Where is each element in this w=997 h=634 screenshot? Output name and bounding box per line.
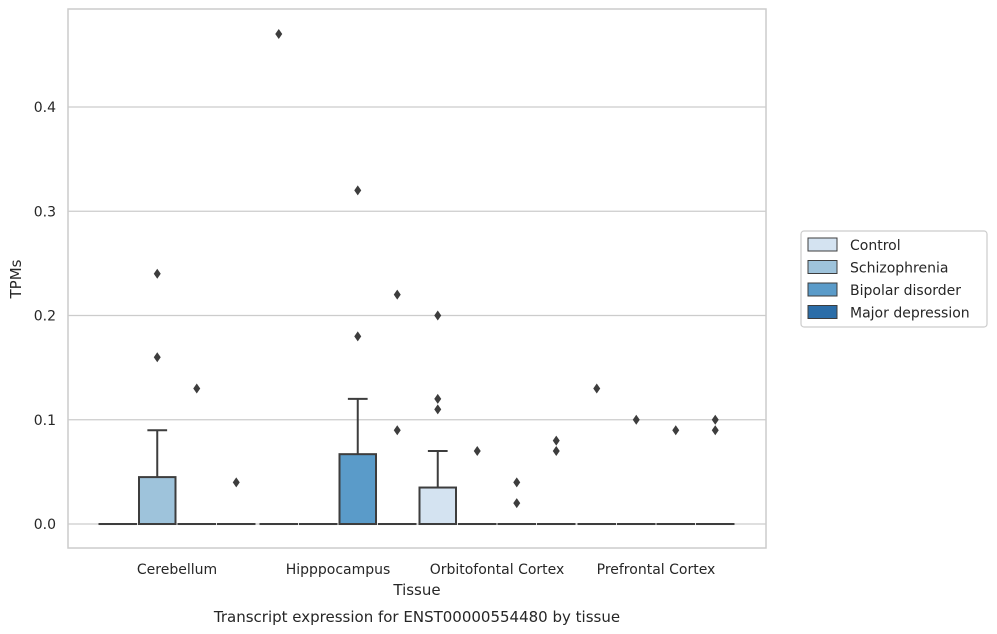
plot-border — [67, 8, 767, 549]
box-body — [418, 486, 457, 526]
y-axis-label: TPMs — [7, 259, 25, 299]
outlier-marker — [711, 414, 719, 425]
chart-title: Transcript expression for ENST0000055448… — [213, 608, 620, 626]
x-axis-ticks: Cerebellum Hipppocampus Orbitofontal Corte… — [137, 562, 715, 578]
outlier-marker — [632, 414, 640, 425]
x-tick-label: Orbitofontal Cortex — [430, 562, 565, 578]
outlier-marker — [434, 393, 442, 404]
y-tick-label: 0.3 — [34, 204, 56, 220]
box — [138, 429, 177, 526]
legend: Control Schizophrenia Bipolar disorder Majo… — [800, 230, 988, 328]
y-axis-ticks: 0.0 0.1 0.2 0.3 0.4 — [34, 100, 56, 533]
x-axis-label: Tissue — [392, 581, 440, 599]
x-tick-label: Prefrontal Cortex — [597, 562, 716, 578]
box — [418, 450, 457, 526]
legend-label: Major depression — [850, 306, 970, 322]
x-tick-label: Hipppocampus — [286, 562, 391, 578]
legend-box — [800, 230, 988, 328]
outlier-marker — [672, 425, 680, 436]
outlier-marker — [153, 352, 161, 363]
outlier-marker — [434, 310, 442, 321]
box-plot-series — [98, 397, 735, 526]
outlier-marker — [552, 435, 560, 446]
outlier-marker — [275, 29, 283, 40]
outlier-marker — [354, 331, 362, 342]
outlier-marker — [354, 185, 362, 196]
outlier-marker — [393, 289, 401, 300]
y-tick-label: 0.2 — [34, 309, 56, 325]
outlier-marker — [393, 425, 401, 436]
outlier-marker — [513, 498, 521, 509]
y-tick-label: 0.1 — [34, 413, 56, 429]
box-body — [338, 453, 377, 526]
outlier-marker — [153, 268, 161, 279]
plot-area — [67, 8, 767, 549]
box — [338, 397, 377, 526]
legend-label: Control — [850, 238, 901, 254]
y-tick-label: 0.4 — [34, 100, 56, 116]
y-tick-label: 0.0 — [34, 517, 56, 533]
outlier-marker — [434, 404, 442, 415]
outlier-marker — [232, 477, 240, 488]
legend-label: Bipolar disorder — [850, 283, 961, 299]
outlier-points — [153, 29, 719, 509]
outlier-marker — [473, 446, 481, 457]
outlier-marker — [711, 425, 719, 436]
legend-swatch — [807, 305, 838, 319]
box-body — [138, 476, 177, 526]
x-tick-label: Cerebellum — [137, 562, 217, 578]
legend-label: Schizophrenia — [850, 261, 948, 277]
legend-swatch — [807, 260, 838, 274]
outlier-marker — [552, 446, 560, 457]
outlier-marker — [513, 477, 521, 488]
outlier-marker — [193, 383, 201, 394]
legend-swatch — [807, 282, 838, 297]
legend-swatch — [807, 237, 838, 252]
outlier-marker — [593, 383, 601, 394]
